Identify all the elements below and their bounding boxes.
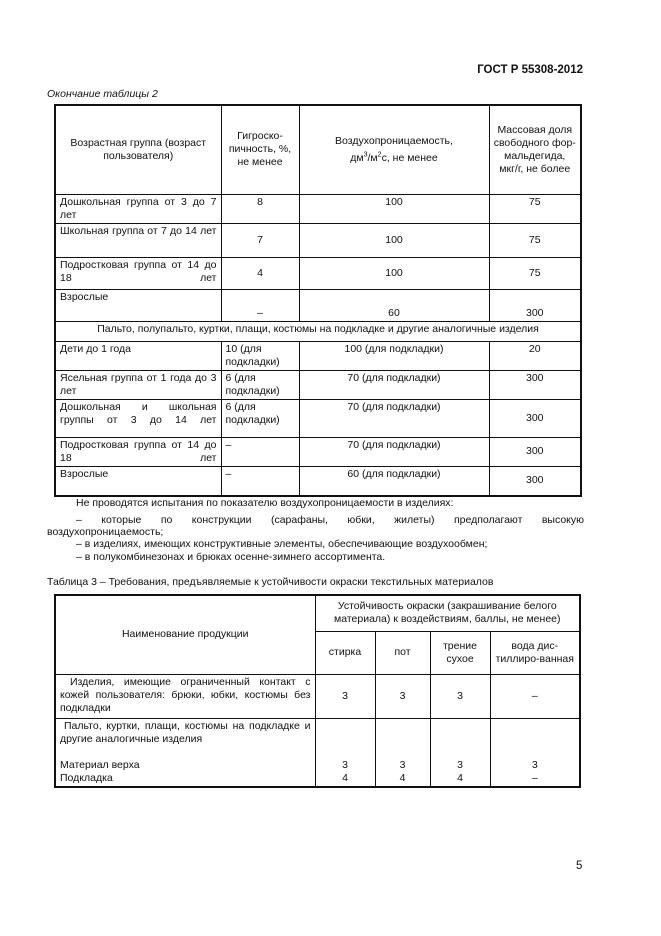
cell: Материал верха [60,758,140,771]
note-intro: Не проводятся испытания по показателю во… [76,497,454,509]
cell: Пальто, куртки, плащи, костюмы на подкла… [60,719,311,745]
cell: 4 [342,771,348,784]
cell: 300 [488,398,582,438]
page-number: 5 [576,860,583,872]
cell: – [220,436,300,467]
table-2: Возрастная группа (возраст пользователя)… [54,104,582,497]
cell: 100 [298,256,490,290]
table-row: Дошкольная группа от 3 до 7 лет 8 100 75 [54,193,582,224]
table-row: Ясельная группа от 1 года до 3 лет 6 (для… [54,369,582,400]
table-row: Взрослые –60 300 [54,288,582,322]
cell: 60 [298,288,490,322]
cell: Изделия, имеющие ограниченный контакт с … [54,673,316,719]
note-item: воздухопроницаемость; [47,526,164,538]
header-cell: Наименование продукции [54,594,316,675]
table-3: Наименование продукции Устойчивость окра… [54,594,582,788]
section-row: Пальто, полупальто, куртки, плащи, костю… [54,320,582,342]
table-row: Изделия, имеющие ограниченный контакт с … [54,673,581,719]
cell: 100 (для подкладки) [298,340,490,371]
cell: Дошкольная и школьная группы от 3 до 14 … [54,398,222,438]
cell: 3 [399,758,406,771]
cell: 70 (для подкладки) [298,436,490,467]
cell: 60 (для подкладки) [298,465,490,497]
header-cell: Массовая доля свободного фор-мальдегида,… [488,104,582,195]
header-cell: трение сухое [429,630,491,675]
cell: 300 [488,465,582,497]
cell: Дошкольная группа от 3 до 7 лет [54,193,222,224]
cell: 3 [429,673,491,719]
cell: 70 (для подкладки) [298,369,490,400]
cell: 4 [457,771,463,784]
cell: 75 [488,256,582,290]
table-row: Школьная группа от 7 до 14 лет 7 100 75 [54,222,582,258]
cell: 4 [399,771,406,784]
cell: Школьная группа от 7 до 14 лет [54,222,222,258]
table-row: Подростковая группа от 14 до 18 лет –70 (… [54,436,582,467]
note-item: – которые по конструкции (сарафаны, юбки… [76,514,584,526]
cell: Подкладка [60,771,113,784]
header-cell: Возрастная группа (возраст пользователя) [54,104,222,195]
table-row: Подростковая группа от 14 до 18 лет 4 100 7… [54,256,582,290]
table-header-row: Возрастная группа (возраст пользователя)… [54,104,582,195]
cell: 10 (для подкладки) [220,340,300,371]
cell: 75 [488,222,582,258]
cell: 6 (для подкладки) [220,398,300,438]
cell: – [220,465,300,497]
cell: Взрослые [54,465,222,497]
table-row: Дети до 1 года 10 (для подкладки) 100 (для… [54,340,582,371]
header-cell: стирка [314,630,376,675]
cell: 3 [314,673,376,719]
cell: Дети до 1 года [54,340,222,371]
header-cell: вода дис-тиллиро-ванная [489,630,581,675]
cell: 3 [374,673,431,719]
cell: – [531,771,538,784]
note-item: – в полукомбинезонах и брюках осенне-зим… [76,551,386,563]
cell: 7 [220,222,300,258]
cell: 70 (для подкладки) [298,398,490,438]
cell: Ясельная группа от 1 года до 3 лет [54,369,222,400]
cell: 300 [488,369,582,400]
cell: – [489,673,581,719]
cell: Подростковая группа от 14 до 18 лет [54,436,222,467]
cell: 100 [298,193,490,224]
cell: 75 [488,193,582,224]
cell: 3 [342,758,348,771]
note-item: – в изделиях, имеющих конструктивные эле… [76,538,488,550]
cell: 6 (для подкладки) [220,369,300,400]
table2-caption: Окончание таблицы 2 [47,88,158,100]
table-row: Дошкольная и школьная группы от 3 до 14 … [54,398,582,438]
header-cell: Устойчивость окраски (закрашивание белог… [314,594,581,632]
table-header-row: Наименование продукции Устойчивость окра… [54,594,581,675]
cell: 3 [531,758,538,771]
cell: – [220,288,300,322]
header-cell: Воздухопроницаемость, дм3/м2с, не менее [298,104,490,195]
cell: 3 [457,758,463,771]
cell: 4 [220,256,300,290]
table-row: Пальто, куртки, плащи, костюмы на подкла… [54,717,581,787]
cell: 20 [488,340,582,371]
cell: 300 [488,436,582,467]
cell: Взрослые [54,288,222,322]
header-cell: Гигроско-пичность, %, не менее [220,104,300,195]
cell: Подростковая группа от 14 до 18 лет [54,256,222,290]
table-header-row: стирка пот трение сухое вода дис-тиллиро… [55,630,581,675]
table3-caption: Таблица 3 – Требования, предъявляемые к … [47,576,494,588]
table-row: Взрослые –60 (для подкладки) 300 [54,465,582,497]
header-cell: пот [374,630,431,675]
cell: 300 [488,288,582,322]
section-cell: Пальто, полупальто, куртки, плащи, костю… [54,320,582,342]
doc-code: ГОСТ Р 55308-2012 [477,64,583,76]
cell: 100 [298,222,490,258]
cell: 8 [220,193,300,224]
